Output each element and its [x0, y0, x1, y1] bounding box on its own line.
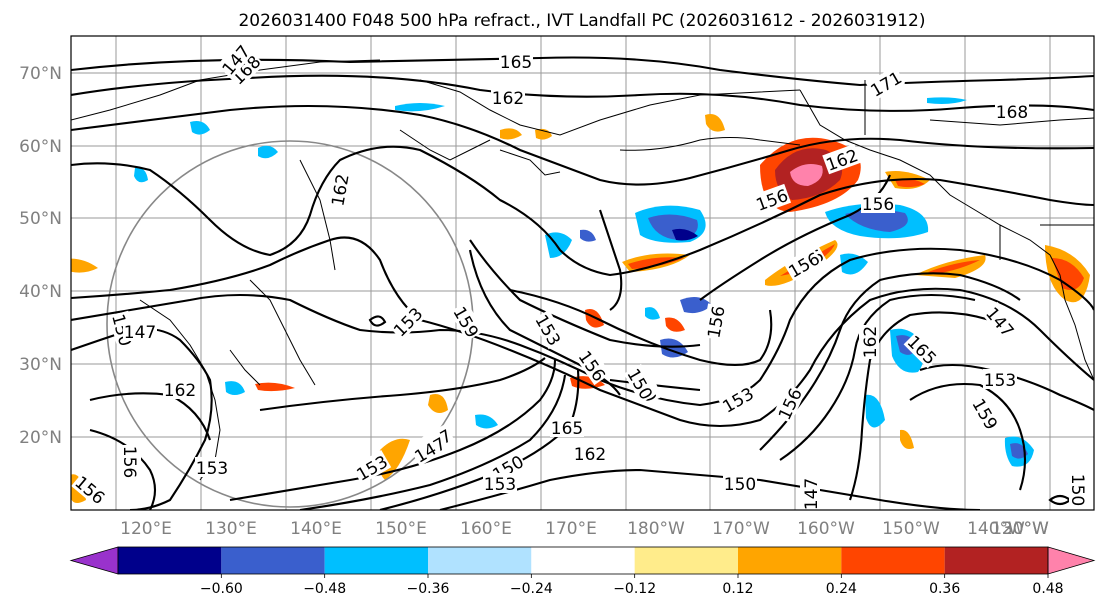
longitude-label: 150°E: [375, 519, 427, 539]
contour-label: 153: [983, 369, 1017, 391]
svg-text:162: 162: [164, 381, 196, 401]
svg-text:168: 168: [996, 103, 1028, 123]
longitude-label: 150°W: [882, 519, 940, 539]
map-panel: 1651621681711681621621561561561651621591…: [71, 36, 1094, 510]
colorbar-segment: [634, 547, 738, 574]
colorbar-tick-label: −0.12: [613, 581, 656, 597]
svg-text:150: 150: [724, 475, 756, 495]
latitude-label: 20°N: [19, 428, 62, 448]
contour-label: 162: [163, 379, 197, 401]
svg-text:165: 165: [551, 419, 583, 439]
colorbar-frame: [117, 546, 1049, 575]
contour-label: 150: [723, 473, 757, 495]
latitude-labels: 70°N 60°N 50°N 40°N 30°N 20°N: [19, 64, 62, 448]
colorbar-extend-low: [69, 546, 119, 575]
svg-text:162: 162: [492, 89, 524, 109]
longitude-labels: 120°E 130°E 140°E 150°E 160°E 170°E 180°W 170°W…: [120, 519, 1049, 539]
contour-label: 165: [550, 417, 584, 439]
positive-anomaly-peak: [790, 164, 823, 186]
colorbar-segment: [118, 547, 222, 574]
longitude-label: 120°E: [120, 519, 172, 539]
longitude-label: 180°W: [627, 519, 685, 539]
svg-text:147: 147: [802, 478, 822, 510]
longitude-label: 130°W: [991, 519, 1049, 539]
height-contours: [71, 56, 1094, 510]
colorbar-tick-label: 0.36: [929, 581, 960, 597]
colorbar-segment: [221, 547, 325, 574]
longitude-label: 170°E: [545, 519, 597, 539]
map-frame: [70, 35, 1095, 511]
longitude-label: 130°E: [205, 519, 257, 539]
colorbar-tick-label: 0.12: [722, 581, 753, 597]
contour-label: 162: [859, 325, 881, 359]
contour-label: 156: [861, 193, 895, 215]
latitude-label: 40°N: [19, 282, 62, 302]
svg-text:153: 153: [984, 371, 1016, 391]
colorbar-tick-label: 0.48: [1032, 581, 1063, 597]
latitude-label: 60°N: [19, 137, 62, 157]
contour-label: 162: [573, 443, 607, 465]
colorbar-segment: [738, 547, 842, 574]
colorbar-segment: [841, 547, 945, 574]
svg-text:165: 165: [500, 53, 532, 73]
colorbar-tick-label: −0.60: [200, 581, 243, 597]
longitude-label: 140°E: [290, 519, 342, 539]
svg-text:162: 162: [574, 445, 606, 465]
colorbar-tick-label: −0.48: [303, 581, 346, 597]
coastlines: [71, 59, 1094, 481]
longitude-label: 160°W: [797, 519, 855, 539]
colorbar-tick-label: 0.24: [826, 581, 857, 597]
longitude-label: 140°W: [967, 519, 1025, 539]
svg-text:156: 156: [862, 195, 894, 215]
longitude-label: 120°W: [991, 519, 1049, 539]
svg-text:162: 162: [861, 326, 881, 358]
contour-label: 153: [483, 473, 517, 495]
longitude-label: 160°E: [460, 519, 512, 539]
colorbar-segment: [944, 547, 1048, 574]
svg-text:147: 147: [124, 323, 156, 343]
latitude-label: 70°N: [19, 64, 62, 84]
contour-label: 159: [448, 301, 485, 342]
contour-label: 156: [119, 445, 141, 479]
colorbar-segment: [531, 547, 635, 574]
contour-label: 150: [1067, 473, 1089, 507]
colorbar-segment: [324, 547, 428, 574]
contour-label: 162: [491, 87, 525, 109]
svg-text:153: 153: [196, 459, 228, 479]
svg-text:156: 156: [119, 446, 139, 478]
svg-text:150: 150: [1067, 474, 1087, 506]
contour-label: 165: [499, 51, 533, 73]
svg-text:153: 153: [484, 475, 516, 495]
latitude-label: 30°N: [19, 355, 62, 375]
contour-label: 168: [995, 101, 1029, 123]
contour-label: 147: [800, 477, 822, 510]
map-title: 2026031400 F048 500 hPa refract., IVT La…: [238, 11, 925, 31]
colorbar-extend-high: [1047, 546, 1096, 575]
colorbar: −0.60 −0.48 −0.36 −0.24 −0.12 0.12 0.24 0.36 0.4…: [69, 546, 1096, 597]
longitude-label: 170°W: [712, 519, 770, 539]
latitude-label: 50°N: [19, 209, 62, 229]
contour-label: 147: [123, 321, 157, 343]
colorbar-tick-label: −0.36: [407, 581, 450, 597]
colorbar-tick-label: −0.24: [510, 581, 553, 597]
colorbar-segment: [428, 547, 532, 574]
contour-label: 153: [195, 457, 229, 479]
